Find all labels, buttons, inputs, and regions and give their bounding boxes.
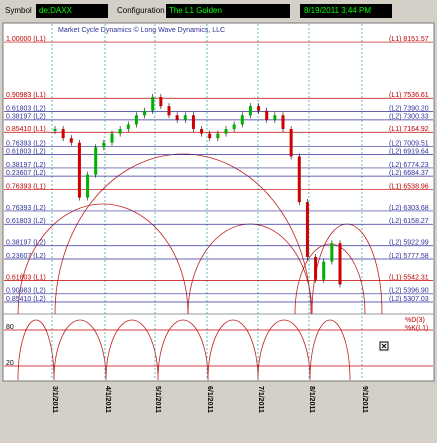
candle [265, 110, 269, 120]
time-box [300, 4, 392, 18]
cycle-arc [294, 243, 366, 315]
oscillator-tick: 20 [6, 360, 14, 367]
candle [322, 261, 326, 280]
oscillator-legend: %D(3) [405, 317, 425, 324]
candle [53, 129, 57, 132]
level-ratio: 0.23607 (L2) [6, 253, 46, 260]
level-value: (L2) 5396.90 [389, 288, 429, 295]
candle [159, 97, 163, 107]
candle [297, 156, 301, 203]
level-ratio: 0.76393 (L2) [6, 205, 46, 212]
candle [338, 243, 342, 285]
candle [167, 106, 171, 116]
symbol-box[interactable] [36, 4, 108, 18]
date-label: 3/1/2011 [51, 386, 58, 413]
candle [191, 115, 195, 130]
oscillator-tick: 80 [6, 324, 14, 331]
level-value: (L1) 7164.92 [389, 126, 429, 133]
candle [86, 174, 90, 198]
cycle-arc [17, 203, 189, 315]
date-label: 5/1/2011 [154, 386, 161, 413]
level-ratio: 0.23607 (L2) [6, 170, 46, 177]
level-value: (L2) 7390.20 [389, 105, 429, 112]
level-value: (L2) 6158.27 [389, 218, 429, 225]
candle [224, 129, 228, 134]
level-value: (L2) 6684.37 [389, 170, 429, 177]
candle [257, 106, 261, 111]
candle [151, 97, 155, 111]
date-label: 9/1/2011 [361, 386, 368, 413]
level-ratio: 1.00000 (L1) [6, 36, 46, 43]
level-value: (L1) 5542.31 [389, 274, 429, 281]
candle [240, 115, 244, 125]
chart-title: Market Cycle Dynamics © Long Wave Dynami… [58, 26, 225, 34]
candle [69, 138, 73, 143]
level-value: (L2) 5777.58 [389, 253, 429, 260]
candle [118, 129, 122, 134]
candle [77, 142, 81, 198]
candle [314, 256, 318, 280]
close-icon[interactable] [381, 343, 387, 349]
level-ratio: 0.76393 (L1) [6, 183, 46, 190]
config-box[interactable] [166, 4, 290, 18]
level-value: (L2) 6303.68 [389, 205, 429, 212]
candle [200, 129, 204, 134]
level-ratio: 0.85410 (L1) [6, 126, 46, 133]
candle [143, 110, 147, 116]
level-ratio: 0.90983 (L2) [6, 288, 46, 295]
candle [61, 129, 65, 139]
symbol-value[interactable]: de;DAXX [39, 6, 73, 15]
level-value: (L2) 7009.51 [389, 140, 429, 147]
candle [330, 243, 334, 262]
level-value: (L2) 5307.03 [389, 296, 429, 303]
level-value: (L2) 6919.64 [389, 148, 429, 155]
candle [94, 147, 98, 175]
timestamp: 8/19/2011 3:44 PM [304, 6, 371, 15]
level-ratio: 0.38197 (L2) [6, 114, 46, 121]
candle [134, 115, 138, 125]
level-value: (L2) 7300.33 [389, 114, 429, 121]
candle [289, 129, 293, 157]
level-value: (L1) 8151.57 [389, 36, 429, 43]
candle [232, 124, 236, 130]
candle [248, 106, 252, 116]
level-value: (L1) 7536.61 [389, 92, 429, 99]
level-value: (L1) 6538.96 [389, 183, 429, 190]
level-ratio: 0.61803 (L1) [6, 274, 46, 281]
level-ratio: 0.90983 (L1) [6, 92, 46, 99]
candle [216, 133, 220, 139]
level-ratio: 0.38197 (L2) [6, 162, 46, 169]
level-value: (L2) 5922.99 [389, 240, 429, 247]
oscillator-legend: %K(L1) [405, 325, 428, 332]
date-label: 6/1/2011 [206, 386, 213, 413]
date-label: 8/1/2011 [308, 386, 315, 413]
candle [281, 115, 285, 130]
candle [126, 124, 130, 130]
candle [183, 115, 187, 120]
level-ratio: 0.61803 (L2) [6, 105, 46, 112]
level-ratio: 0.76393 (L2) [6, 140, 46, 147]
candle [208, 133, 212, 139]
level-ratio: 0.61803 (L2) [6, 148, 46, 155]
candle [175, 115, 179, 120]
config-value[interactable]: The L1 Golden [169, 6, 222, 15]
cycle-arc [54, 153, 312, 315]
candle [102, 142, 106, 148]
date-label: 7/1/2011 [257, 386, 264, 413]
level-ratio: 0.61803 (L2) [6, 218, 46, 225]
candle [110, 133, 114, 143]
candle [305, 202, 309, 257]
date-label: 4/1/2011 [104, 386, 111, 413]
level-ratio: 0.38197 (L2) [6, 240, 46, 247]
config-label: Configuration [117, 6, 165, 15]
level-ratio: 0.85410 (L2) [6, 296, 46, 303]
symbol-label: Symbol [5, 6, 32, 15]
level-value: (L2) 6774.23 [389, 162, 429, 169]
candle [273, 115, 277, 120]
oscillator-arcs [17, 319, 351, 381]
